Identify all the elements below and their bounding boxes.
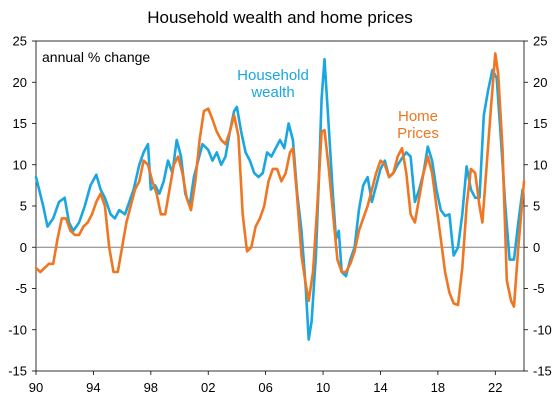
series-label-line: Household	[237, 67, 309, 84]
y-tick-label-right: 0	[533, 240, 540, 255]
x-tick-label: 90	[29, 380, 43, 395]
series-layer	[34, 52, 526, 341]
x-tick-label: 02	[201, 380, 215, 395]
y-tick-label-left: -5	[15, 281, 27, 296]
y-tick-label-left: 5	[20, 199, 27, 214]
x-tick-label: 14	[373, 380, 387, 395]
x-tick-label: 94	[86, 380, 100, 395]
y-tick-label-left: 10	[13, 157, 27, 172]
y-tick-label-left: 25	[13, 34, 27, 49]
y-tick-label-right: 10	[533, 157, 547, 172]
x-tick-label: 06	[258, 380, 272, 395]
series-label-home-prices: Home Prices	[397, 108, 439, 142]
y-tick-label-right: 5	[533, 199, 540, 214]
y-tick-label-right: -10	[533, 322, 552, 337]
x-tick-label: 98	[144, 380, 158, 395]
x-tick-label: 18	[431, 380, 445, 395]
series-line-home-prices	[34, 52, 526, 308]
series-label-line: Prices	[397, 125, 439, 142]
x-tick-label: 22	[488, 380, 502, 395]
series-label-line: wealth	[250, 84, 294, 101]
y-tick-label-left: -10	[8, 322, 27, 337]
y-tick-label-left: 20	[13, 75, 27, 90]
chart-title: Household wealth and home prices	[147, 8, 413, 27]
y-tick-label-right: 25	[533, 34, 547, 49]
y-tick-label-right: -5	[533, 281, 545, 296]
series-line-household-wealth	[34, 57, 524, 341]
x-tick-label: 10	[316, 380, 330, 395]
series-labels: Household wealth Home Prices	[237, 67, 439, 142]
y-tick-label-left: 15	[13, 116, 27, 131]
y-tick-label-left: -15	[8, 364, 27, 379]
y-tick-label-right: 20	[533, 75, 547, 90]
y-tick-label-left: 0	[20, 240, 27, 255]
series-label-line: Home	[398, 108, 438, 125]
chart-subtitle: annual % change	[42, 49, 150, 65]
series-label-household-wealth: Household wealth	[237, 67, 309, 101]
y-tick-label-right: -15	[533, 364, 552, 379]
y-tick-label-right: 15	[533, 116, 547, 131]
